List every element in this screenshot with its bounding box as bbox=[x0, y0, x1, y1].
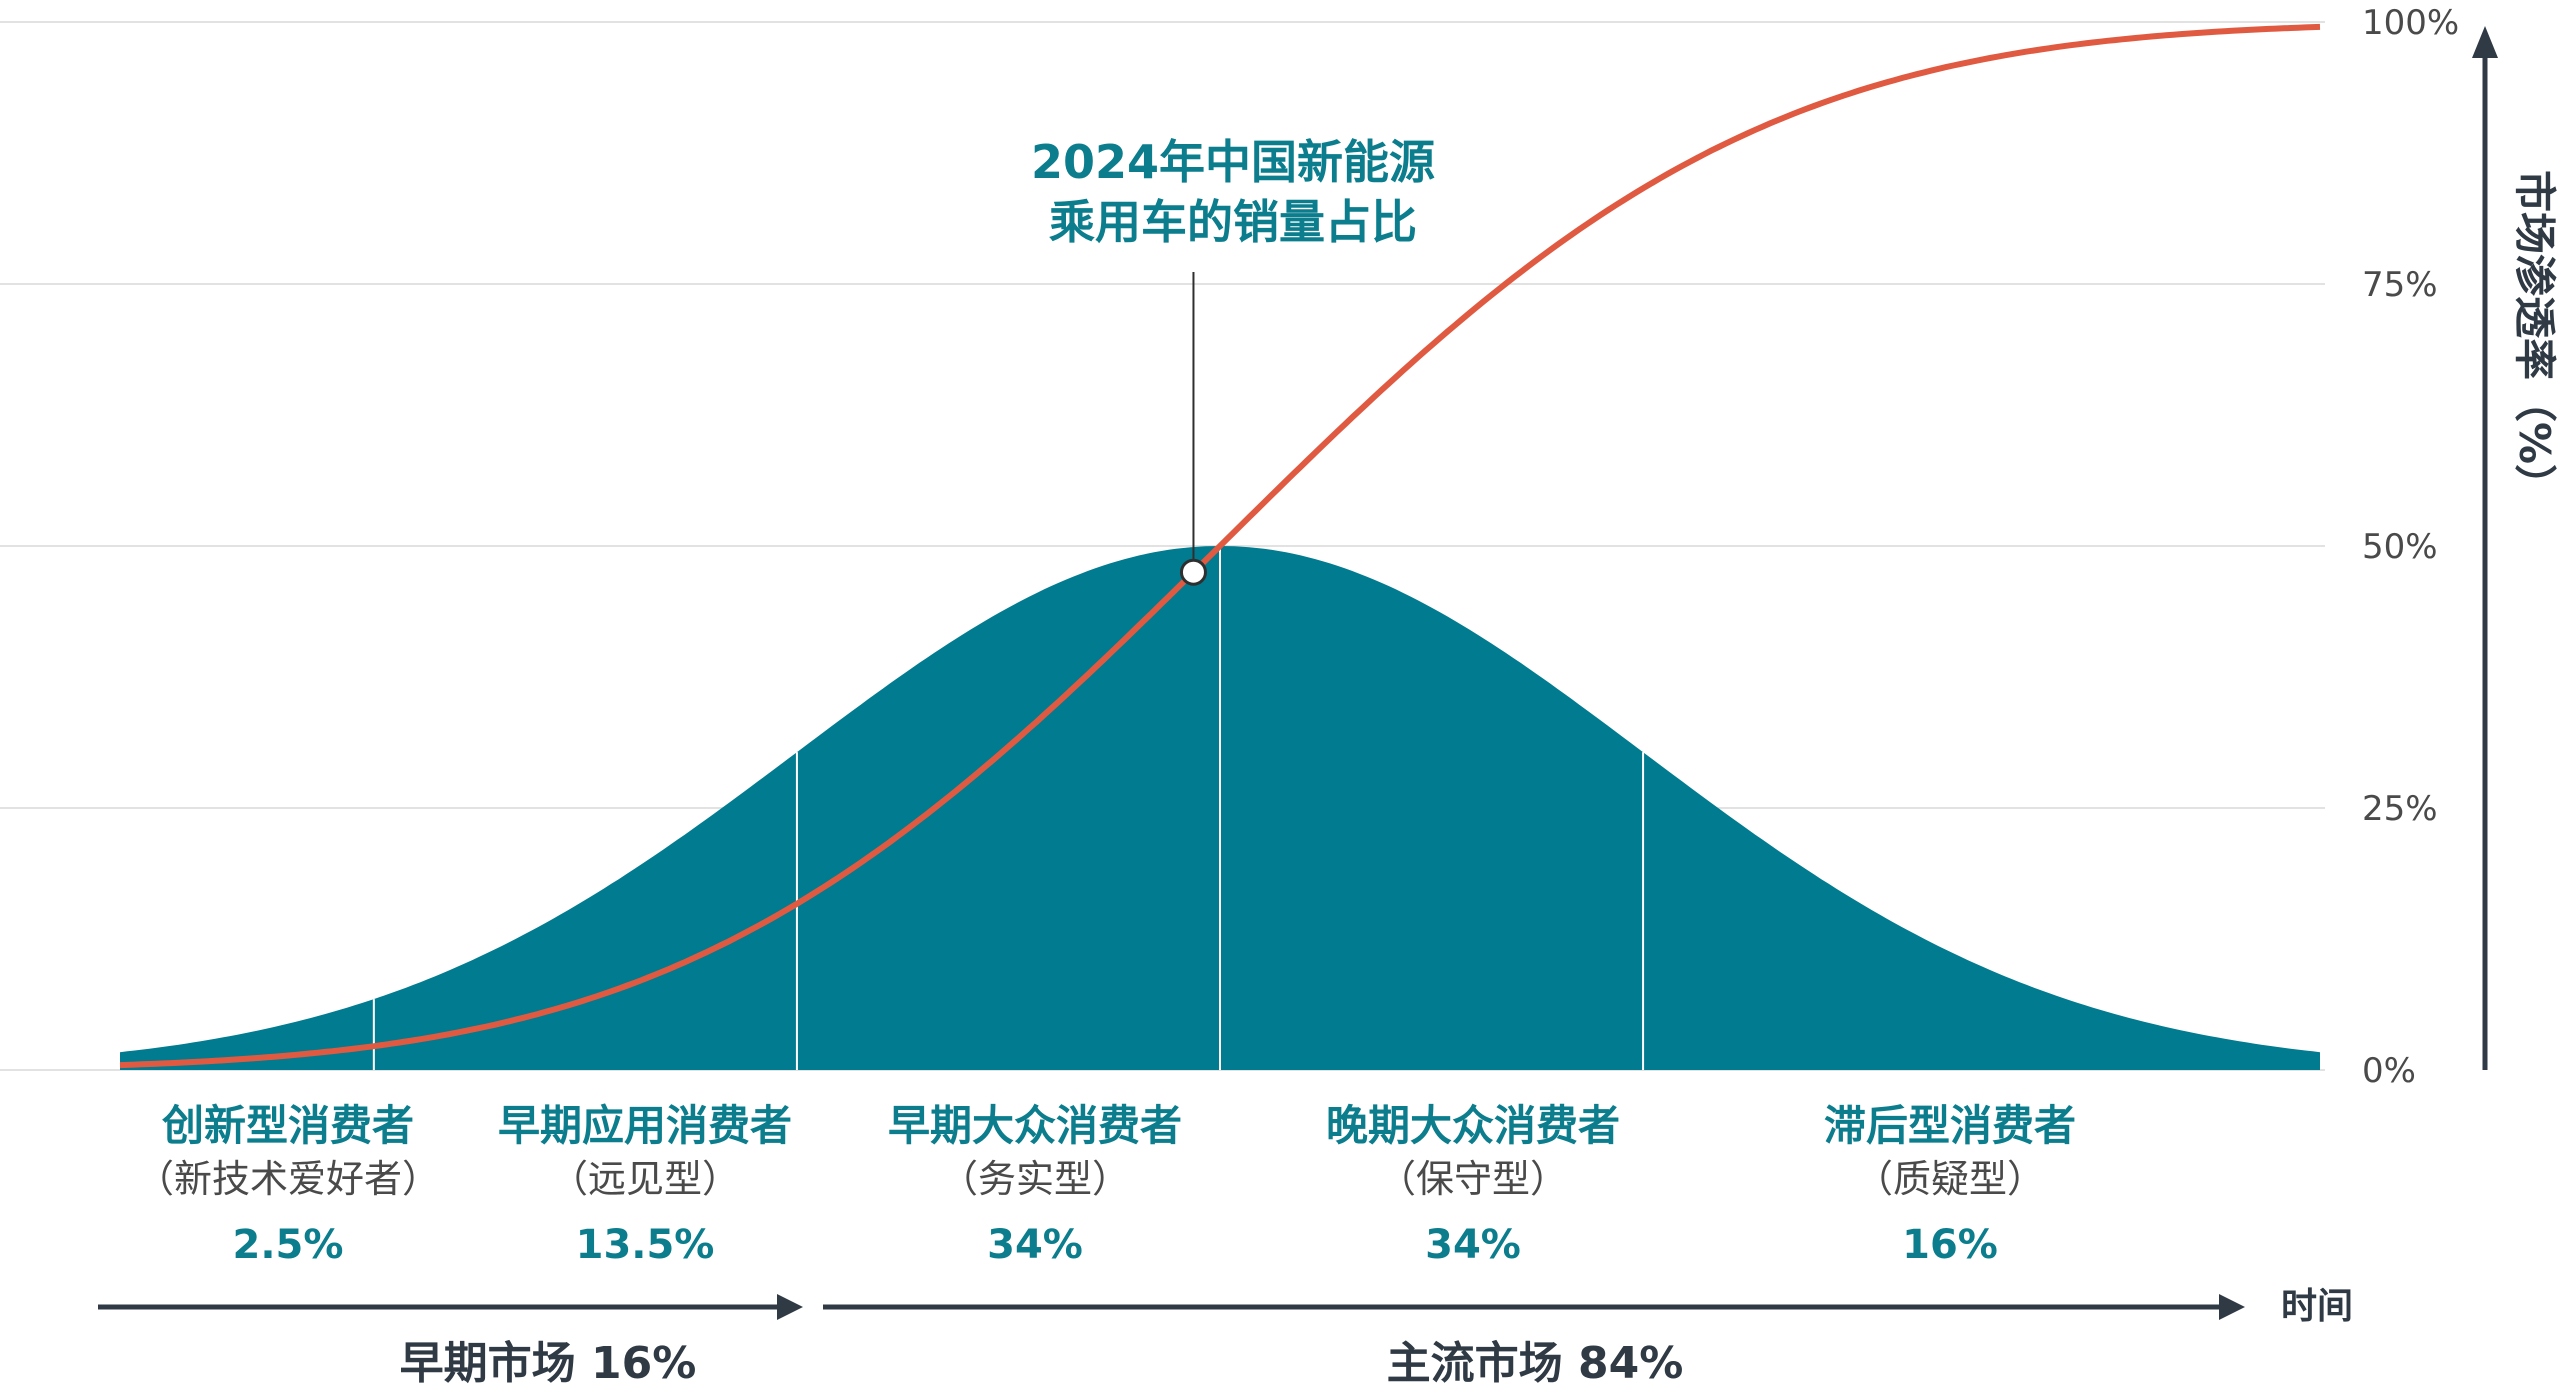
y-axis-label: 市场渗透率（%） bbox=[2510, 170, 2559, 506]
annotation-marker bbox=[1179, 558, 1207, 586]
segment-dividers bbox=[372, 546, 1645, 1070]
segment-title: 早期应用消费者 bbox=[498, 1101, 792, 1150]
segment-title: 早期大众消费者 bbox=[888, 1101, 1182, 1150]
market-arrowhead bbox=[2219, 1294, 2245, 1320]
market-arrows: 早期市场 16% 主流市场 84% bbox=[98, 1294, 2245, 1389]
x-axis-label: 时间 bbox=[2281, 1286, 2353, 1327]
segment-subtitle: （务实型） bbox=[940, 1157, 1130, 1201]
y-tick-label: 75% bbox=[2362, 265, 2438, 305]
segment-title: 创新型消费者 bbox=[162, 1101, 414, 1150]
cumulative-curve bbox=[119, 23, 2321, 1069]
y-tick-label: 50% bbox=[2362, 527, 2438, 567]
y-tick-label: 100% bbox=[2362, 3, 2459, 43]
y-tick-labels: 0% 25% 50% 75% 100% bbox=[2362, 3, 2459, 1091]
segment-labels: 创新型消费者 （新技术爱好者） 2.5% 早期应用消费者 （远见型） 13.5% 早期大众消… bbox=[136, 1101, 2076, 1268]
segment-share: 34% bbox=[1425, 1222, 1521, 1268]
segment-share: 13.5% bbox=[576, 1222, 715, 1268]
segment-subtitle: （远见型） bbox=[550, 1157, 740, 1201]
segment-subtitle: （保守型） bbox=[1378, 1157, 1568, 1201]
segment-share: 2.5% bbox=[233, 1222, 344, 1268]
segment-share: 34% bbox=[987, 1222, 1083, 1268]
y-tick-label: 25% bbox=[2362, 789, 2438, 829]
annotation-line-2: 乘用车的销量占比 bbox=[1049, 195, 1417, 249]
segment-subtitle: （新技术爱好者） bbox=[136, 1157, 440, 1201]
market-label: 主流市场 84% bbox=[1387, 1338, 1684, 1389]
segment-title: 滞后型消费者 bbox=[1824, 1101, 2076, 1150]
y-tick-label: 0% bbox=[2362, 1051, 2416, 1091]
annotation-line-1: 2024年中国新能源 bbox=[1031, 135, 1435, 189]
market-arrowhead bbox=[777, 1294, 803, 1320]
segment-share: 16% bbox=[1902, 1222, 1998, 1268]
segment-subtitle: （质疑型） bbox=[1855, 1157, 2045, 1201]
market-label: 早期市场 16% bbox=[400, 1338, 697, 1389]
y-axis-arrowhead bbox=[2472, 26, 2498, 58]
segment-title: 晚期大众消费者 bbox=[1326, 1101, 1620, 1150]
